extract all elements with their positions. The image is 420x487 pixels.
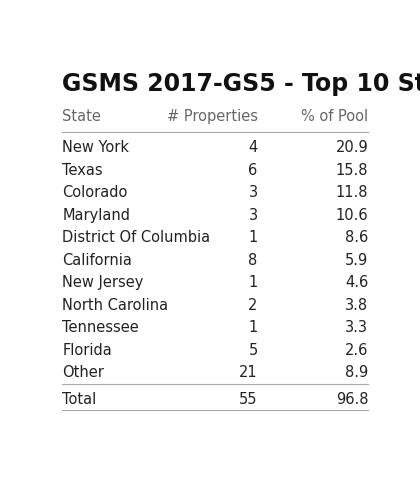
Text: California: California	[62, 253, 132, 268]
Text: North Carolina: North Carolina	[62, 298, 168, 313]
Text: 2: 2	[248, 298, 257, 313]
Text: 10.6: 10.6	[336, 207, 368, 223]
Text: 6: 6	[248, 163, 257, 178]
Text: 8.6: 8.6	[345, 230, 368, 245]
Text: 15.8: 15.8	[336, 163, 368, 178]
Text: 1: 1	[248, 320, 257, 335]
Text: District Of Columbia: District Of Columbia	[62, 230, 210, 245]
Text: 2.6: 2.6	[345, 343, 368, 357]
Text: Tennessee: Tennessee	[62, 320, 139, 335]
Text: 4: 4	[248, 140, 257, 155]
Text: 8.9: 8.9	[345, 365, 368, 380]
Text: Colorado: Colorado	[62, 185, 128, 200]
Text: 11.8: 11.8	[336, 185, 368, 200]
Text: Texas: Texas	[62, 163, 103, 178]
Text: Maryland: Maryland	[62, 207, 130, 223]
Text: % of Pool: % of Pool	[301, 109, 368, 124]
Text: 5: 5	[248, 343, 257, 357]
Text: 5.9: 5.9	[345, 253, 368, 268]
Text: 3: 3	[249, 207, 257, 223]
Text: State: State	[62, 109, 101, 124]
Text: 8: 8	[248, 253, 257, 268]
Text: 4.6: 4.6	[345, 275, 368, 290]
Text: New York: New York	[62, 140, 129, 155]
Text: Florida: Florida	[62, 343, 112, 357]
Text: 1: 1	[248, 275, 257, 290]
Text: 96.8: 96.8	[336, 392, 368, 407]
Text: 3.3: 3.3	[345, 320, 368, 335]
Text: 3.8: 3.8	[345, 298, 368, 313]
Text: Other: Other	[62, 365, 104, 380]
Text: Total: Total	[62, 392, 97, 407]
Text: 55: 55	[239, 392, 257, 407]
Text: GSMS 2017-GS5 - Top 10 States: GSMS 2017-GS5 - Top 10 States	[62, 72, 420, 95]
Text: # Properties: # Properties	[167, 109, 257, 124]
Text: New Jersey: New Jersey	[62, 275, 144, 290]
Text: 1: 1	[248, 230, 257, 245]
Text: 20.9: 20.9	[336, 140, 368, 155]
Text: 21: 21	[239, 365, 257, 380]
Text: 3: 3	[249, 185, 257, 200]
